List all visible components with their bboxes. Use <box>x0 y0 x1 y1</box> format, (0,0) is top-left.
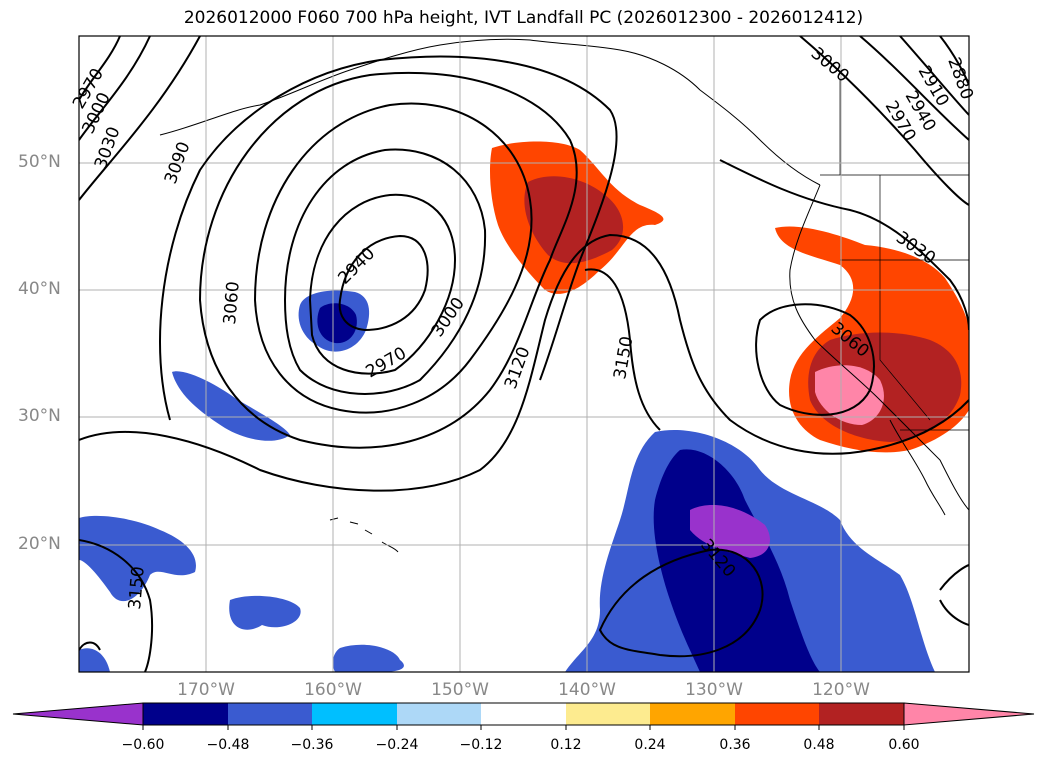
contour-2940 <box>338 234 429 332</box>
neg-region-sw-3 <box>229 595 301 630</box>
colorbar-tick-label: 0.24 <box>634 737 666 753</box>
lon-label-160w: 160°W <box>304 680 362 700</box>
colorbar-frame <box>142 702 905 726</box>
height-contours <box>79 36 969 672</box>
contour-north-1 <box>79 36 121 101</box>
lat-label-20n: 20°N <box>18 534 61 554</box>
contour-3030 <box>253 102 533 414</box>
colorbar-tick-label: −0.24 <box>375 737 419 753</box>
contour-label: 3000 <box>428 294 469 341</box>
colorbar-bin <box>819 703 904 725</box>
lon-label-120w: 120°W <box>812 680 870 700</box>
colorbar-bin <box>397 703 481 725</box>
alaska-coast <box>159 38 821 186</box>
contour-coast-1 <box>719 159 969 331</box>
contour-3060 <box>198 71 578 449</box>
colorbar-tick-label: −0.12 <box>459 737 503 753</box>
contour-ne-1 <box>799 36 969 206</box>
lon-label-140w: 140°W <box>558 680 616 700</box>
contour-north-3 <box>79 36 201 201</box>
colorbar-tick-label: 0.12 <box>550 737 582 753</box>
colorbar-bin <box>566 703 650 725</box>
contour-coast-low <box>755 303 875 416</box>
pos-region-coast-max <box>815 365 884 425</box>
state-line-1 <box>879 175 969 261</box>
lon-label-170w: 170°W <box>177 680 235 700</box>
colorbar-tick-label: 0.48 <box>803 737 835 753</box>
baja-coast <box>889 419 946 516</box>
contour-ne-2 <box>859 36 969 141</box>
contour-3150 <box>79 268 764 672</box>
lat-label-30n: 30°N <box>18 406 61 426</box>
neg-region-sw-4 <box>332 644 404 672</box>
colorbar-tick-label: 0.60 <box>888 737 920 753</box>
map-frame <box>78 35 970 673</box>
colorbar-tick-label: −0.48 <box>206 737 250 753</box>
contour-label: 3060 <box>220 281 244 326</box>
contour-2970 <box>308 193 457 375</box>
contour-label: 2970 <box>363 343 410 382</box>
neg-region-sw-1 <box>79 515 196 602</box>
lon-label-150w: 150°W <box>431 680 489 700</box>
colorbar-extend-low <box>12 702 144 726</box>
north-america-coast <box>789 184 969 511</box>
state-line-2 <box>840 259 931 421</box>
colorbar-tick-label: −0.36 <box>290 737 334 753</box>
contour-label: 2940 <box>334 244 379 289</box>
political-borders <box>820 80 969 431</box>
neg-region-sw-2 <box>79 648 110 672</box>
colorbar-bin <box>481 703 566 725</box>
colorbar-bin <box>228 703 312 725</box>
gridlines <box>79 36 969 672</box>
lat-label-50n: 50°N <box>18 152 61 172</box>
lat-label-40n: 40°N <box>18 279 61 299</box>
neg-region-low-core <box>317 303 357 344</box>
hawaii-islands <box>329 517 399 553</box>
ivt-filled-contours <box>79 141 969 672</box>
contour-3120 <box>79 233 969 492</box>
colorbar-bin <box>143 703 228 725</box>
coastlines <box>159 38 969 553</box>
contour-3000 <box>283 148 487 395</box>
contour-label: 3000 <box>807 44 853 87</box>
colorbar-tick-label: −0.60 <box>121 737 165 753</box>
contour-east <box>939 564 969 626</box>
colorbar-tick-label: 0.36 <box>719 737 751 753</box>
contour-ne-3 <box>899 36 969 116</box>
lon-label-130w: 130°W <box>685 680 743 700</box>
contour-ne-4 <box>939 36 969 86</box>
contour-3090 <box>159 55 618 421</box>
contour-label: 3150 <box>125 566 149 611</box>
contour-north-2 <box>79 36 151 141</box>
contour-sw <box>79 641 101 651</box>
neg-region-south-core <box>653 449 820 672</box>
colorbar-bin <box>650 703 735 725</box>
pos-region-north-core <box>524 176 624 264</box>
colorbar-bin <box>735 703 819 725</box>
colorbar-extend-high <box>903 702 1035 726</box>
map-title: 2026012000 F060 700 hPa height, IVT Land… <box>183 8 864 28</box>
colorbar-bin <box>312 703 397 725</box>
colorbar <box>12 702 1035 730</box>
neg-region-west <box>172 371 290 441</box>
